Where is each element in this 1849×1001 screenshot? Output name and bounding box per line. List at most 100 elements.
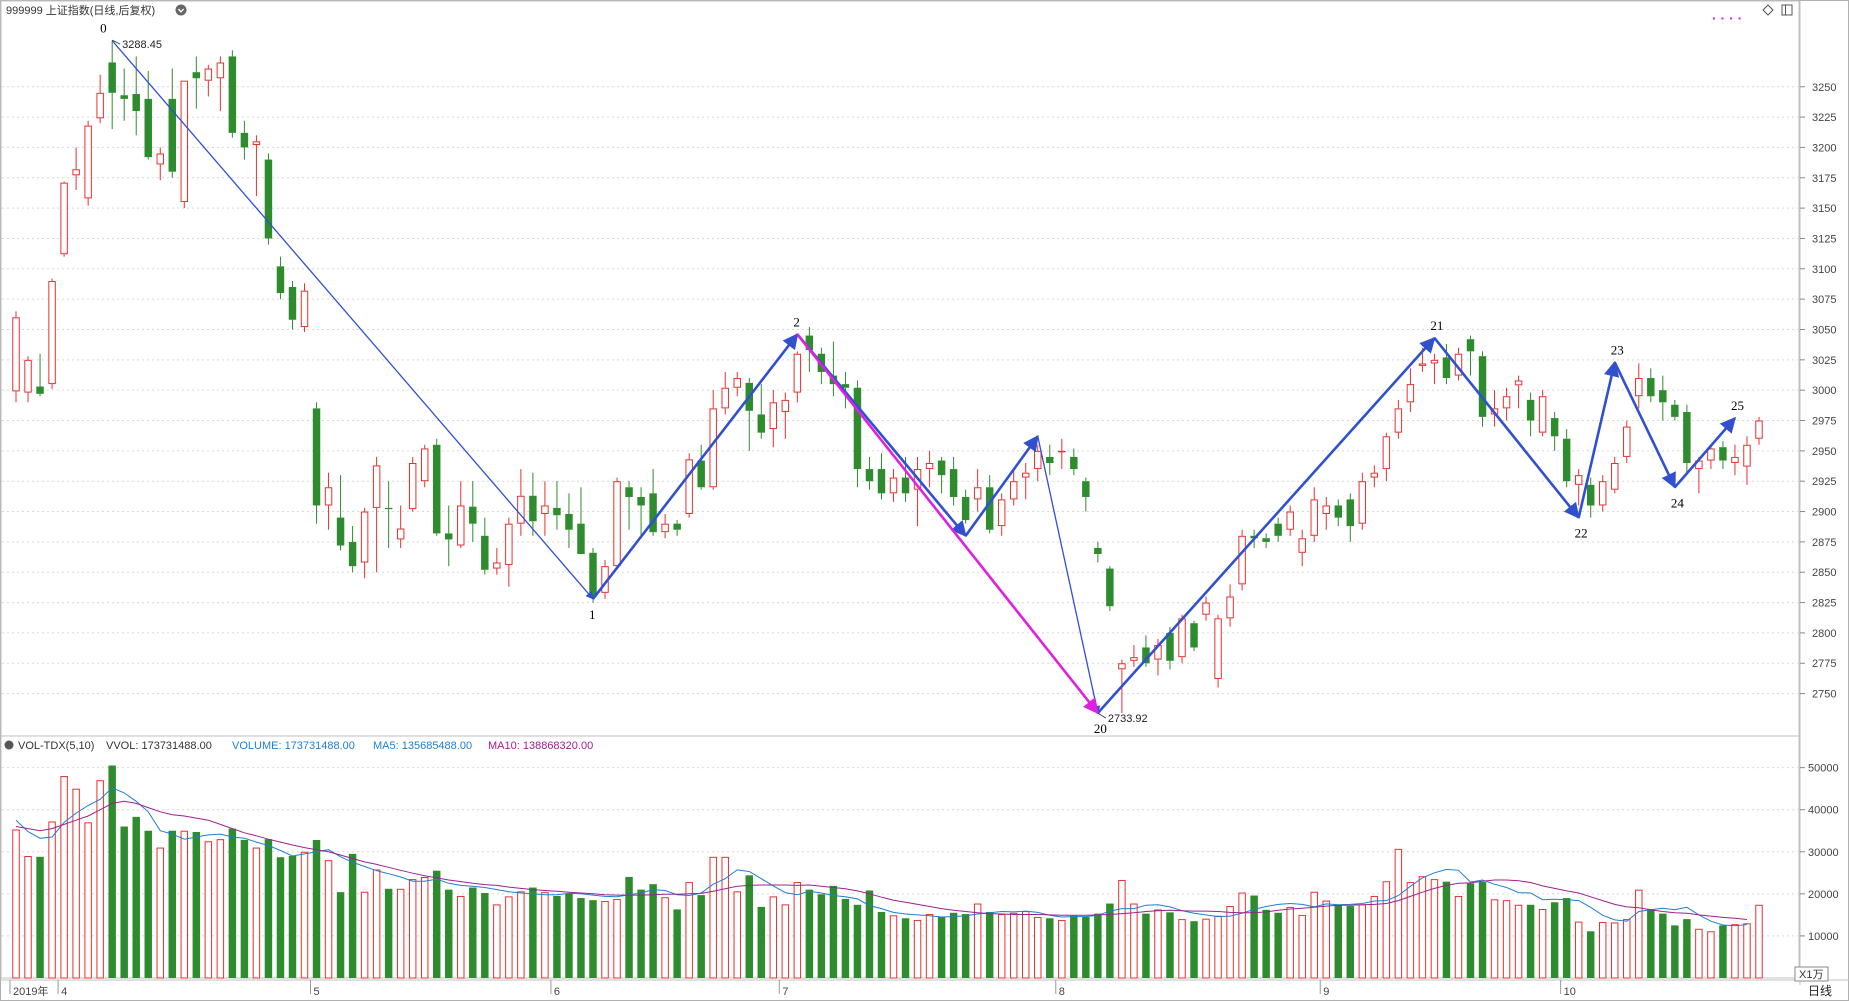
volume-bar-up	[396, 888, 405, 979]
volume-tick-label: 40000	[1808, 805, 1839, 817]
candle-up	[1382, 432, 1391, 482]
volume-bar-down	[901, 918, 910, 978]
price-tick-label: 2925	[1812, 476, 1836, 488]
candle-down	[1659, 375, 1667, 421]
candle-down	[637, 487, 645, 536]
volume-bar-up	[360, 891, 369, 979]
candle-body	[1586, 484, 1595, 506]
candle-body	[156, 153, 164, 165]
candle-down	[649, 469, 657, 536]
candle-up	[889, 469, 898, 502]
volume-bar-up	[1238, 892, 1246, 979]
settings-circle-icon[interactable]	[4, 740, 14, 750]
candle-up	[1755, 416, 1763, 445]
volume-bar-up	[1370, 895, 1379, 979]
volume-bar-down	[637, 889, 645, 978]
volume-bar-down	[577, 898, 585, 978]
candle-up	[180, 80, 189, 209]
candle-body	[781, 399, 790, 413]
candle-body	[96, 92, 104, 119]
candle-up	[156, 147, 164, 181]
candle-body	[673, 523, 681, 530]
candle-down	[240, 120, 249, 160]
diamond-icon[interactable]	[1762, 4, 1774, 16]
volume-bar-up	[180, 830, 189, 979]
volume-bar-up	[973, 903, 982, 979]
candle-down	[481, 517, 489, 575]
candle-body	[1322, 505, 1330, 514]
wave-segment	[1037, 436, 1101, 714]
volume-bar-up	[204, 841, 213, 979]
volume-bar-up	[505, 896, 513, 979]
candle-up	[1731, 444, 1739, 476]
volume-bar-up	[1490, 899, 1499, 979]
month-label: 9	[1323, 986, 1329, 998]
candle-up	[216, 56, 225, 112]
price-tick-label: 2900	[1812, 507, 1836, 519]
price-tick-label: 2750	[1812, 689, 1836, 701]
volume-bar-up	[1034, 916, 1042, 979]
volume-bar-up	[1214, 915, 1222, 979]
candle-down	[168, 68, 177, 178]
candle-body	[613, 481, 621, 567]
candle-body	[1394, 408, 1403, 433]
candle-body	[865, 469, 874, 482]
volume-bar-down	[1719, 925, 1727, 978]
volume-bar-up	[1310, 891, 1318, 979]
volume-panel[interactable]	[0, 735, 1800, 979]
panel-toggle-icon[interactable]	[1781, 4, 1793, 16]
candle-body	[1731, 456, 1739, 463]
candle-down	[865, 456, 874, 490]
volume-bar-up	[601, 901, 609, 979]
volume-bar-down	[1142, 913, 1150, 978]
candle-up	[1611, 456, 1619, 494]
volume-bar-down	[937, 916, 946, 978]
candle-body	[985, 487, 994, 530]
candle-body	[1538, 396, 1547, 433]
candle-body	[469, 506, 477, 524]
chevron-down-icon[interactable]	[175, 4, 187, 16]
candle-body	[1334, 505, 1342, 518]
volume-bar-up	[1406, 882, 1415, 979]
volume-bar-down	[1334, 904, 1342, 978]
candle-down	[1562, 429, 1571, 488]
candle-body	[1106, 568, 1114, 607]
volume-bar-down	[1466, 883, 1475, 978]
candle-down	[1466, 335, 1475, 376]
volume-bar-down	[1250, 895, 1258, 978]
candle-body	[1478, 356, 1487, 417]
volume-bar-down	[805, 889, 814, 978]
candle-body	[493, 562, 501, 569]
wave-segment	[1613, 361, 1677, 489]
candle-down	[577, 487, 585, 555]
candle-body	[180, 80, 189, 203]
price-tick-label: 2850	[1812, 567, 1836, 579]
candle-body	[877, 469, 886, 494]
candle-body	[1598, 481, 1607, 506]
candle-down	[108, 40, 116, 130]
volume-bar-down	[865, 890, 874, 978]
candle-down	[1070, 448, 1078, 476]
volume-bar-up	[541, 892, 549, 979]
candle-up	[1286, 505, 1294, 536]
wave-label: 20	[1094, 721, 1107, 736]
wave-segment	[591, 333, 799, 600]
candle-body	[1178, 618, 1186, 658]
volume-bar-down	[433, 870, 441, 978]
volume-bar-down	[817, 894, 826, 978]
period-label[interactable]: 日线	[1808, 984, 1832, 998]
price-tick-label: 3050	[1812, 324, 1836, 336]
candle-down	[757, 384, 766, 439]
volume-tick-label: 10000	[1808, 931, 1839, 943]
candle-up	[721, 371, 729, 415]
volume-bar-up	[1454, 895, 1463, 979]
candle-up	[781, 392, 790, 439]
extreme-price-labels: 3288.45 2733.92	[111, 39, 1148, 725]
volume-bar-up	[1382, 881, 1391, 979]
candlestick-series	[12, 40, 1763, 714]
price-tick-label: 3100	[1812, 264, 1836, 276]
candle-body	[733, 378, 741, 388]
volume-bar-up	[769, 896, 778, 979]
candle-up	[420, 444, 429, 488]
